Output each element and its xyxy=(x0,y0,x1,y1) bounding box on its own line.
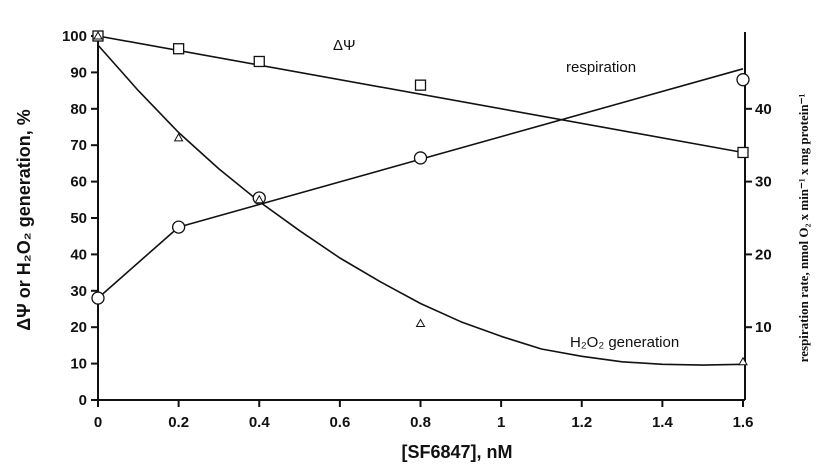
y-right-tick-label: 20 xyxy=(755,246,772,263)
x-tick-label: 1.6 xyxy=(733,414,754,431)
y-left-tick-label: 10 xyxy=(70,356,87,373)
annotation-delta-psi: ΔΨ xyxy=(333,37,356,54)
x-axis-label: [SF6847], nM xyxy=(401,442,512,462)
data-point-h2o2 xyxy=(738,356,748,366)
y-left-tick-label: 50 xyxy=(70,210,87,227)
data-point-h2o2 xyxy=(173,132,184,142)
y-left-tick-label: 20 xyxy=(70,319,87,336)
y-left-tick-label: 80 xyxy=(70,101,87,118)
x-tick-label: 0.8 xyxy=(410,414,431,431)
data-point-respiration xyxy=(413,151,428,165)
y-axis-label-right: respiration rate, nmol O₂ x min⁻¹ x mg p… xyxy=(796,94,811,363)
data-point-delta-psi xyxy=(172,43,185,55)
x-tick-label: 0 xyxy=(94,414,102,431)
annotation-h2o2-generation: H₂O₂ generation xyxy=(570,334,679,351)
x-tick-label: 1.4 xyxy=(652,414,674,431)
y-right-tick-label: 40 xyxy=(755,101,772,118)
data-point-h2o2 xyxy=(254,194,265,204)
fit-line-series-2 xyxy=(97,44,744,366)
y-left-tick-label: 30 xyxy=(70,283,87,300)
y-left-tick-label: 0 xyxy=(79,392,87,409)
data-point-delta-psi xyxy=(737,146,749,159)
data-point-delta-psi xyxy=(414,79,427,91)
annotation-respiration: respiration xyxy=(566,59,636,76)
x-tick-label: 1.2 xyxy=(571,414,592,431)
y-axis-label-left: ΔΨ or H₂O₂ generation, % xyxy=(14,109,34,331)
x-tick-label: 0.2 xyxy=(168,414,189,431)
y-left-tick-label: 90 xyxy=(70,64,87,81)
data-point-h2o2 xyxy=(415,318,426,328)
data-point-respiration xyxy=(91,291,105,305)
data-point-respiration xyxy=(171,220,186,234)
chart-labels: ΔΨ respiration H₂O₂ generation [SF6847],… xyxy=(14,37,811,462)
y-left-tick-label: 100 xyxy=(62,28,87,45)
y-left-tick-label: 60 xyxy=(70,174,87,191)
y-left-tick-label: 40 xyxy=(70,246,87,263)
data-point-respiration xyxy=(736,73,750,87)
axes: 0 0.2 0.4 0.6 0.8 1 1.2 1.4 1.6 0 10 20 30 40 50 60 70 80… xyxy=(62,28,772,431)
y-right-tick-label: 30 xyxy=(755,174,772,191)
data-point-h2o2 xyxy=(93,30,103,40)
fit-line-series-1 xyxy=(97,68,744,299)
x-tick-label: 0.4 xyxy=(249,414,271,431)
data-points xyxy=(91,30,750,366)
x-tick-label: 1 xyxy=(497,414,505,431)
data-point-delta-psi xyxy=(253,55,265,68)
fit-line-series-0 xyxy=(97,35,744,154)
y-left-tick-label: 70 xyxy=(70,137,87,154)
y-right-tick-label: 10 xyxy=(755,319,772,336)
x-tick-label: 0.6 xyxy=(329,414,350,431)
